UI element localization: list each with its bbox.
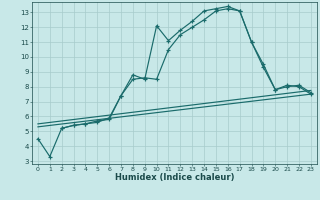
X-axis label: Humidex (Indice chaleur): Humidex (Indice chaleur)	[115, 173, 234, 182]
